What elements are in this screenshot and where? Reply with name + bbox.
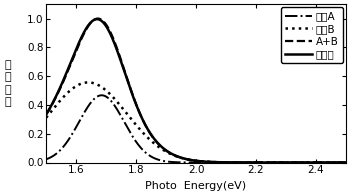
峰値B bbox=[182, 158, 187, 160]
峰値B bbox=[29, 134, 33, 136]
A+B bbox=[182, 157, 187, 160]
測試値 bbox=[277, 161, 281, 164]
測試値 bbox=[45, 112, 49, 114]
峰値A bbox=[335, 161, 339, 164]
測試値 bbox=[335, 161, 339, 164]
峰値B bbox=[344, 161, 348, 164]
峰値B bbox=[335, 161, 339, 164]
峰値A bbox=[45, 158, 49, 160]
峰値A bbox=[277, 161, 281, 164]
峰値A bbox=[344, 161, 348, 164]
測試値 bbox=[29, 134, 33, 136]
峰値A bbox=[174, 161, 178, 163]
A+B bbox=[335, 161, 339, 164]
A+B bbox=[174, 155, 178, 157]
峰値A bbox=[29, 161, 33, 163]
A+B bbox=[277, 161, 281, 164]
測試値 bbox=[182, 157, 187, 160]
A+B bbox=[335, 161, 339, 164]
X-axis label: Photo  Energy(eV): Photo Energy(eV) bbox=[146, 181, 247, 191]
峰値A bbox=[182, 161, 187, 164]
測試値 bbox=[344, 161, 348, 164]
Line: 峰値A: 峰値A bbox=[31, 95, 346, 162]
Line: 峰値B: 峰値B bbox=[31, 82, 346, 162]
A+B bbox=[344, 161, 348, 164]
測試値 bbox=[95, 18, 99, 20]
峰値B bbox=[174, 155, 178, 157]
Line: A+B: A+B bbox=[31, 19, 346, 162]
峰値B bbox=[86, 81, 90, 84]
測試値 bbox=[174, 155, 178, 157]
A+B bbox=[45, 112, 49, 114]
峰値A bbox=[99, 94, 104, 97]
A+B bbox=[29, 133, 33, 136]
A+B bbox=[96, 17, 100, 20]
峰値B bbox=[335, 161, 339, 164]
峰値A bbox=[335, 161, 339, 164]
Line: 測試値: 測試値 bbox=[31, 19, 346, 162]
峰値B bbox=[277, 161, 281, 164]
Y-axis label: 發
光
強
度: 發 光 強 度 bbox=[4, 60, 11, 107]
Legend: 峰値A, 峰値B, A+B, 測試値: 峰値A, 峰値B, A+B, 測試値 bbox=[281, 7, 343, 63]
測試値 bbox=[335, 161, 339, 164]
峰値B bbox=[45, 115, 49, 117]
